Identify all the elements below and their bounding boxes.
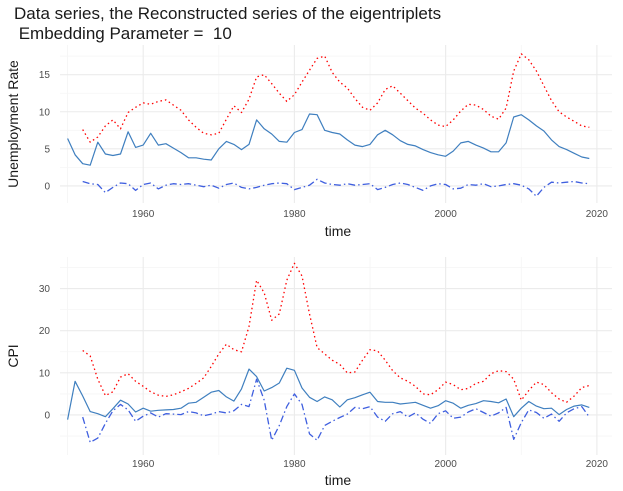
y-axis-title: CPI bbox=[5, 344, 21, 367]
x-tick-label: 1960 bbox=[132, 209, 155, 220]
x-tick-label: 2020 bbox=[586, 209, 609, 220]
y-tick-label: 20 bbox=[39, 326, 51, 337]
y-tick-label: 5 bbox=[44, 144, 50, 155]
x-tick-label: 1960 bbox=[132, 459, 155, 470]
series-line-dotted bbox=[82, 262, 590, 403]
x-tick-label: 2000 bbox=[435, 209, 458, 220]
x-axis-title: time bbox=[325, 223, 352, 239]
y-tick-label: 10 bbox=[39, 368, 51, 379]
y-axis-title: Unemployment Rate bbox=[5, 60, 21, 188]
cpi-panel: 1960 1980 2000 2020 0 10 20 30 time CPI bbox=[5, 257, 612, 488]
y-tick-label: 0 bbox=[44, 410, 50, 421]
chart-title-line-1: Data series, the Reconstructed series of… bbox=[14, 4, 442, 23]
y-tick-label: 10 bbox=[39, 107, 51, 118]
chart-title: Data series, the Reconstructed series of… bbox=[14, 4, 614, 44]
x-tick-label: 1980 bbox=[283, 209, 306, 220]
series-line-dashdot bbox=[82, 178, 590, 197]
chart-title-line-2: Embedding Parameter = 10 bbox=[14, 24, 232, 43]
series-line-solid bbox=[67, 367, 590, 420]
unemployment-panel: 1960 1980 2000 2020 0 5 10 15 time Unemployment R… bbox=[5, 45, 612, 239]
x-axis-title: time bbox=[325, 472, 352, 488]
x-tick-label: 2000 bbox=[435, 459, 458, 470]
x-tick-label: 1980 bbox=[283, 459, 306, 470]
series-line-solid bbox=[67, 113, 590, 166]
y-tick-label: 15 bbox=[39, 70, 51, 81]
x-tick-label: 2020 bbox=[586, 459, 609, 470]
series-line-dashdot bbox=[82, 378, 590, 444]
y-tick-label: 0 bbox=[44, 181, 50, 192]
series-line-dotted bbox=[82, 53, 590, 143]
y-tick-label: 30 bbox=[39, 284, 51, 295]
